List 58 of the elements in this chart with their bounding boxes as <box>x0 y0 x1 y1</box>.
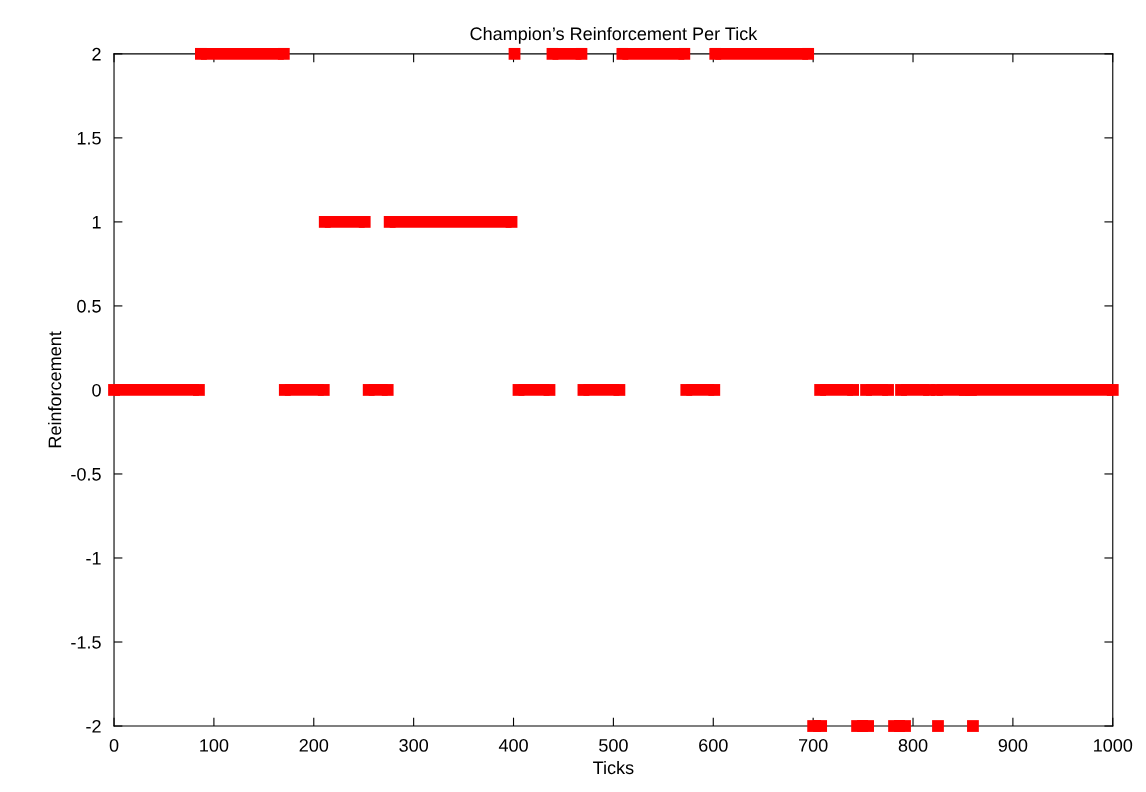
x-tick-label: 800 <box>898 739 928 752</box>
point <box>616 47 629 60</box>
point <box>278 384 291 396</box>
point <box>678 47 691 60</box>
y-tick-label: 0.5 <box>77 299 101 313</box>
point <box>709 47 722 60</box>
x-tick-label: 500 <box>599 739 628 752</box>
x-tick-label: 200 <box>299 739 329 752</box>
y-tick-label: 1.5 <box>77 132 101 145</box>
y-tick-label: 0 <box>92 383 101 397</box>
point <box>882 384 894 396</box>
y-axis-title: Reinforcement <box>48 331 62 448</box>
point <box>508 47 521 60</box>
y-tick-label: -2 <box>86 719 101 733</box>
point <box>362 384 375 396</box>
point <box>965 384 977 396</box>
point <box>967 720 979 732</box>
point <box>895 384 907 396</box>
point <box>613 384 626 396</box>
x-tick-label: 300 <box>399 739 429 752</box>
y-tick-label: -1.5 <box>71 636 101 649</box>
point <box>814 384 827 396</box>
point <box>277 47 290 60</box>
point <box>317 384 330 396</box>
x-axis-title: Ticks <box>593 760 634 775</box>
point <box>381 384 394 396</box>
point <box>108 384 120 396</box>
chart-title: Champion’s Reinforcement Per Tick <box>470 26 758 44</box>
point <box>680 384 693 396</box>
point <box>193 384 205 396</box>
point <box>931 384 943 396</box>
point <box>860 384 872 396</box>
point <box>512 384 525 396</box>
point <box>1106 384 1119 396</box>
x-tick-label: 600 <box>699 739 728 752</box>
point <box>505 216 518 228</box>
x-tick-label: 900 <box>998 739 1028 752</box>
point <box>543 384 556 396</box>
x-tick-label: 400 <box>498 739 528 752</box>
y-tick-label: 2 <box>92 47 101 61</box>
y-tick-label: 1 <box>92 216 101 229</box>
point <box>358 216 371 228</box>
y-tick-label: -1 <box>86 552 101 565</box>
point <box>575 47 588 60</box>
point <box>932 720 944 732</box>
x-tick-label: 1000 <box>1094 739 1133 752</box>
point <box>708 384 721 396</box>
x-tick-label: 700 <box>799 739 828 752</box>
point <box>546 47 559 60</box>
x-tick-label: 100 <box>200 739 229 752</box>
point <box>577 384 590 396</box>
point <box>318 216 331 228</box>
point <box>847 384 859 396</box>
point <box>802 47 815 60</box>
y-tick-label: -0.5 <box>71 467 101 481</box>
x-tick-label: 0 <box>109 739 119 752</box>
point <box>195 47 207 60</box>
point <box>383 216 396 228</box>
